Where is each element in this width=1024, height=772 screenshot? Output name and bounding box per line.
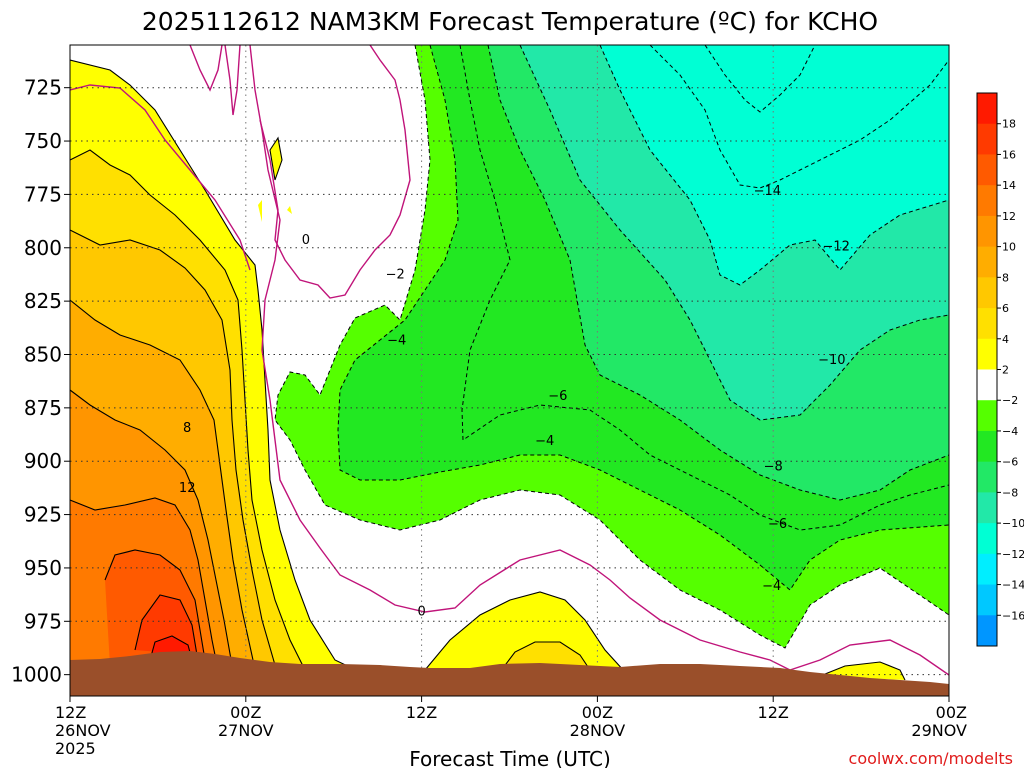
colorbar-band [977,461,997,493]
y-axis: 725 750 775 800 825 850 875 900 925 950 975 1000 [11,76,70,687]
colorbar-tick-label: −12 [1002,548,1024,561]
contour-label: −4 [535,434,554,449]
y-tick-label: 900 [24,449,62,473]
contour-label: −10 [818,353,845,368]
colorbar-band [977,215,997,248]
y-tick-label: 925 [24,503,62,527]
temperature-field [70,45,949,696]
band-plus16 [135,595,197,655]
contour-label: 0 [417,605,425,620]
colorbar-tick-label: 2 [1002,364,1009,377]
positive-isotherms [70,59,906,681]
chart-title: 2025112612 NAM3KM Forecast Temperature (… [142,7,878,36]
colorbar-tick-label: −4 [1002,425,1018,438]
colorbar-tick-label: 10 [1002,241,1016,254]
contour-label: −8 [764,459,783,474]
contour-label: 8 [183,421,191,436]
contour-label: −2 [386,267,405,282]
x-tick-label: 29NOV [911,721,967,740]
colorbar-band [977,277,997,309]
y-tick-label: 950 [24,556,62,580]
colorbar-tick-label: −14 [1002,579,1024,592]
colorbar-band [977,492,997,524]
y-tick-label: 975 [24,609,62,633]
colorbar-tick-label: 14 [1002,179,1016,192]
x-tick-label: 2025 [55,739,96,758]
colorbar-band [977,523,997,555]
contour-label: −14 [754,184,781,199]
y-tick-label: 750 [24,129,62,153]
colorbar-tick-label: 8 [1002,271,1009,284]
contour-label: −4 [387,334,406,349]
x-tick-label: 26NOV [55,721,111,740]
colorbar-band [977,338,997,370]
band-minus10 [520,45,949,420]
colorbar-tick-label: −8 [1002,486,1018,499]
x-axis-label: Forecast Time (UTC) [409,747,611,768]
band-plus2-spot-a [270,138,282,180]
band-plus2-spot-c [287,206,292,214]
colorbar-band [977,430,997,463]
band-plus2-spot-b [258,200,262,222]
x-tick-label: 00Z [936,703,967,722]
colorbar-tick-label: −16 [1002,609,1024,622]
x-tick-label: 12Z [406,703,437,722]
band-minus6 [460,45,949,530]
colorbar-tick-label: −6 [1002,456,1018,469]
x-tick-label: 00Z [582,703,613,722]
contour-label: −6 [548,389,567,404]
x-tick-label: 12Z [758,703,789,722]
y-tick-label: 1000 [11,663,62,687]
contour-label: −12 [822,240,849,255]
colorbar-tick-label: 6 [1002,302,1009,315]
x-tick-label: 00Z [230,703,261,722]
y-tick-label: 825 [24,289,62,313]
colorbar-band [977,369,997,401]
contour-label: −6 [768,517,787,532]
negative-isotherms [274,45,949,649]
colorbar-tick-label: −2 [1002,394,1018,407]
colorbar-band [977,615,997,647]
band-minus12 [600,45,949,285]
x-tick-label: 28NOV [570,721,626,740]
colorbar-band [977,308,997,340]
y-tick-label: 875 [24,396,62,420]
contour-label: −4 [762,579,781,594]
band-minus8 [488,45,949,500]
colorbar-band [977,584,997,616]
colorbar-band [977,400,997,432]
band-minus2 [275,45,949,648]
contour-label: 12 [179,481,196,496]
colorbar-tick-label: −10 [1002,517,1024,530]
colorbar-tick-label: 4 [1002,333,1009,346]
y-tick-label: 775 [24,182,62,206]
band-minus4 [338,45,949,590]
colorbar: 18 16 14 12 10 8 6 4 2 −2 −4 −6 −8 −10 −12 −14 −16 [976,92,1024,647]
zero-isotherms [70,45,949,676]
terrain [70,651,949,696]
colorbar-band [977,553,997,586]
colorbar-band [977,246,997,278]
colorbar-tick-label: 16 [1002,148,1016,161]
contour-label: 0 [302,233,310,248]
colorbar-tick-label: 18 [1002,118,1016,131]
x-tick-label: 27NOV [218,721,274,740]
plot-frame [69,44,950,697]
y-tick-label: 850 [24,342,62,366]
colorbar-tick-label: 12 [1002,210,1016,223]
colorbar-band [977,93,997,125]
colorbar-band [977,185,997,217]
x-tick-label: 12Z [55,703,86,722]
y-tick-label: 800 [24,236,62,260]
y-tick-label: 725 [24,76,62,100]
credit-text: coolwx.com/modelts [849,749,1013,768]
colorbar-band [977,123,997,155]
contour-labels: 0 −2 −4 −6 −4 −14 −12 −10 −8 −6 −4 8 12 0 [179,184,850,620]
colorbar-band [977,154,997,186]
